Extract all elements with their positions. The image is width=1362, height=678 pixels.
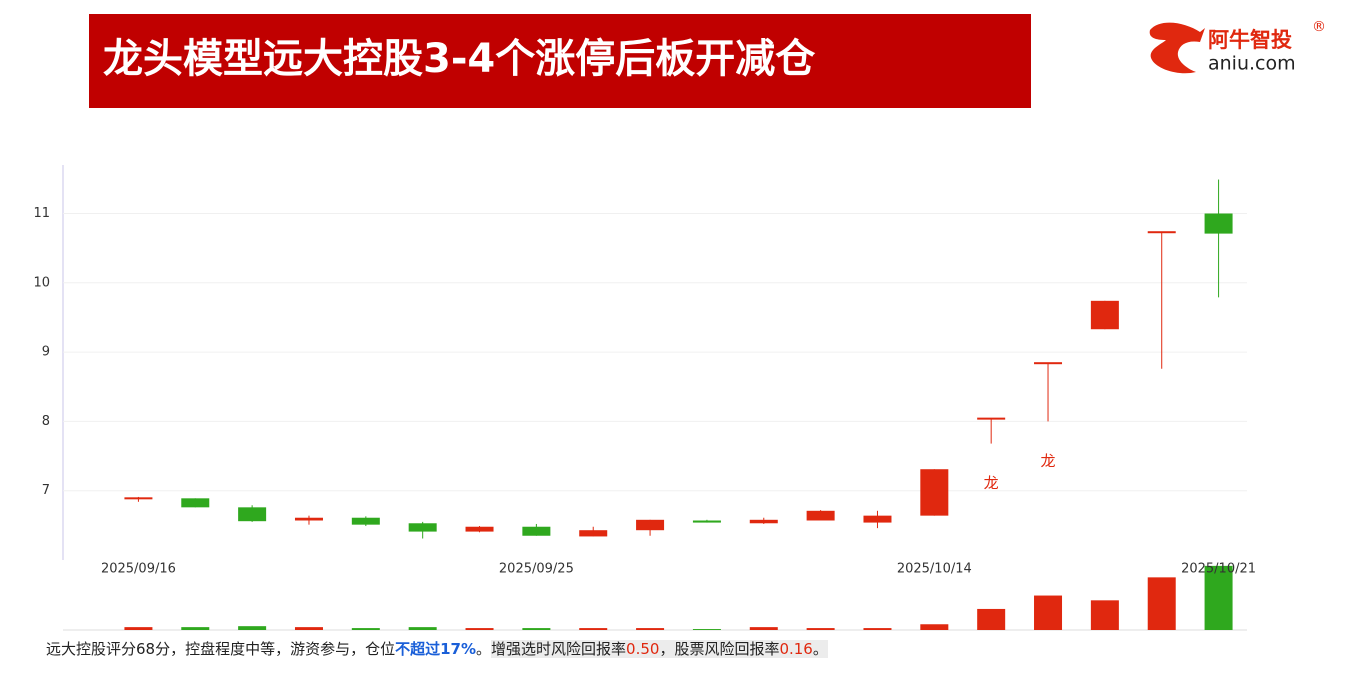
volume-bar xyxy=(636,628,665,630)
candle-body xyxy=(1090,300,1119,330)
footer-text: 。 xyxy=(476,640,492,658)
volume-bar xyxy=(863,628,892,630)
y-tick-label: 9 xyxy=(42,345,50,360)
logo: 阿牛智投 ® aniu.com xyxy=(1149,19,1326,75)
candle-body xyxy=(1204,213,1233,234)
volume-bar xyxy=(1147,577,1176,630)
y-tick-label: 8 xyxy=(42,414,50,429)
annotation: 龙 xyxy=(1041,452,1056,470)
candle-body xyxy=(579,530,608,537)
volume-bar xyxy=(238,626,267,630)
volume-bar xyxy=(806,628,835,630)
candle-body xyxy=(806,510,835,521)
footer-value: 0.50 xyxy=(626,640,660,658)
title: 龙头模型远大控股3-4个涨停后板开减仓 xyxy=(103,36,816,82)
volume-bar xyxy=(977,608,1006,630)
volume-bar xyxy=(749,627,778,630)
candle-body xyxy=(238,507,267,522)
volume-bar xyxy=(181,627,210,630)
footer-text: ，股票风险回报率 xyxy=(659,640,780,658)
volume-bar xyxy=(408,627,437,630)
volume-bar xyxy=(522,628,551,630)
x-tick-label: 2025/10/21 xyxy=(1181,562,1256,577)
y-tick-label: 11 xyxy=(33,206,50,221)
logo-site: aniu.com xyxy=(1208,53,1296,75)
y-tick-label: 10 xyxy=(33,275,50,290)
candle-body xyxy=(920,469,949,516)
logo-name: 阿牛智投 xyxy=(1208,28,1292,52)
candle-body xyxy=(522,526,551,536)
candle-body xyxy=(977,417,1006,420)
volume-bar xyxy=(1090,600,1119,630)
footer-text: 远大控股评分68分，控盘程度中等，游资参与，仓位 xyxy=(46,640,396,658)
annotation: 龙 xyxy=(984,474,999,492)
candle-body xyxy=(181,498,210,508)
x-tick-label: 2025/09/25 xyxy=(499,562,574,577)
candle-body xyxy=(294,517,323,521)
x-tick-label: 2025/09/16 xyxy=(101,562,176,577)
candle-body xyxy=(408,523,437,532)
candle-body xyxy=(465,526,494,532)
volume-bar xyxy=(294,627,323,630)
volume-bar xyxy=(465,628,494,630)
volume-bar xyxy=(124,627,153,630)
title-banner: 龙头模型远大控股3-4个涨停后板开减仓 xyxy=(89,14,1031,108)
volume-bar xyxy=(351,628,380,630)
footer-text: 增强选时风险回报率 xyxy=(491,640,627,658)
candle-body xyxy=(692,520,721,523)
x-tick-label: 2025/10/14 xyxy=(897,562,972,577)
candle-body xyxy=(124,497,153,500)
y-tick-label: 7 xyxy=(42,483,50,498)
candle-body xyxy=(1034,362,1063,365)
footer: 远大控股评分68分，控盘程度中等，游资参与，仓位不超过17%。增强选时风险回报率… xyxy=(46,638,828,659)
candle-body xyxy=(863,515,892,523)
candle-body xyxy=(636,519,665,531)
volume-bar xyxy=(1034,595,1063,630)
volume-bar xyxy=(1204,565,1233,630)
logo-icon xyxy=(1149,22,1205,74)
volume-bar xyxy=(920,624,949,630)
logo-mark: ® xyxy=(1312,19,1326,35)
footer-value: 0.16 xyxy=(779,640,813,658)
volume-bar xyxy=(692,629,721,630)
footer-highlight: 不超过17% xyxy=(395,640,476,658)
candle-body xyxy=(1147,231,1176,234)
volume-bar xyxy=(579,628,608,630)
footer-text: 。 xyxy=(812,640,828,658)
candle-body xyxy=(749,519,778,524)
candle-body xyxy=(351,517,380,525)
